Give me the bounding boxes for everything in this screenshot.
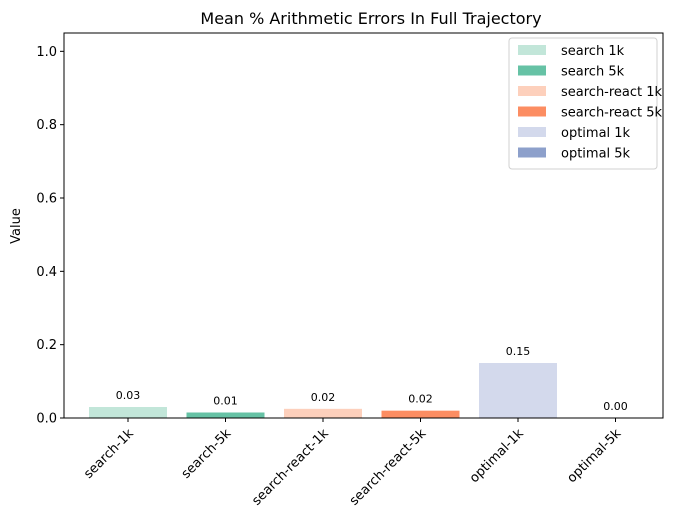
legend-label-4: optimal 1k bbox=[561, 126, 631, 141]
data-label-search-5k: 0.01 bbox=[213, 395, 238, 408]
data-label-search-react-5k: 0.02 bbox=[408, 393, 433, 406]
y-tick-label-0.6: 0.6 bbox=[36, 192, 57, 207]
x-tick-label-search-react-1k: search-react-1k bbox=[249, 426, 332, 509]
y-axis-label: Value bbox=[9, 208, 24, 244]
data-label-search-1k: 0.03 bbox=[116, 389, 141, 402]
legend-swatch-2 bbox=[518, 86, 546, 96]
x-tick-label-optimal-1k: optimal-1k bbox=[467, 426, 527, 486]
y-tick-label-1.0: 1.0 bbox=[36, 45, 57, 60]
y-tick-label-0.2: 0.2 bbox=[36, 338, 57, 353]
bar-search-react-1k bbox=[284, 408, 362, 418]
legend-label-1: search 5k bbox=[561, 65, 625, 80]
x-tick-label-optimal-5k: optimal-5k bbox=[564, 426, 624, 486]
legend-swatch-0 bbox=[518, 45, 546, 55]
axes-frame bbox=[63, 32, 664, 419]
bar-search-1k bbox=[89, 407, 167, 418]
legend-swatch-3 bbox=[518, 106, 546, 117]
legend-label-0: search 1k bbox=[561, 44, 625, 59]
legend-swatch-4 bbox=[518, 127, 546, 137]
bar-search-5k bbox=[186, 412, 265, 418]
x-tick-label-search-5k: search-5k bbox=[179, 426, 235, 482]
legend-label-2: search-react 1k bbox=[561, 85, 663, 100]
bar-optimal-1k bbox=[479, 363, 557, 418]
legend-swatch-1 bbox=[518, 65, 546, 76]
chart-title: Mean % Arithmetic Errors In Full Traject… bbox=[200, 9, 541, 28]
x-tick-label-search-react-5k: search-react-5k bbox=[347, 426, 430, 509]
bar-search-react-5k bbox=[381, 410, 460, 418]
data-label-search-react-1k: 0.02 bbox=[311, 391, 336, 404]
y-tick-label-0.4: 0.4 bbox=[36, 265, 57, 280]
data-label-optimal-5k: 0.00 bbox=[603, 400, 628, 413]
legend: search 1k search 5k search-react 1k search-… bbox=[508, 37, 663, 170]
x-tick-label-search-1k: search-1k bbox=[81, 426, 137, 482]
legend-label-5: optimal 5k bbox=[561, 147, 631, 162]
data-label-optimal-1k: 0.15 bbox=[506, 345, 531, 358]
legend-label-3: search-react 5k bbox=[561, 106, 663, 121]
y-tick-label-0.8: 0.8 bbox=[36, 118, 57, 133]
legend-swatch-5 bbox=[518, 147, 546, 158]
y-tick-label-0.0: 0.0 bbox=[36, 412, 57, 427]
